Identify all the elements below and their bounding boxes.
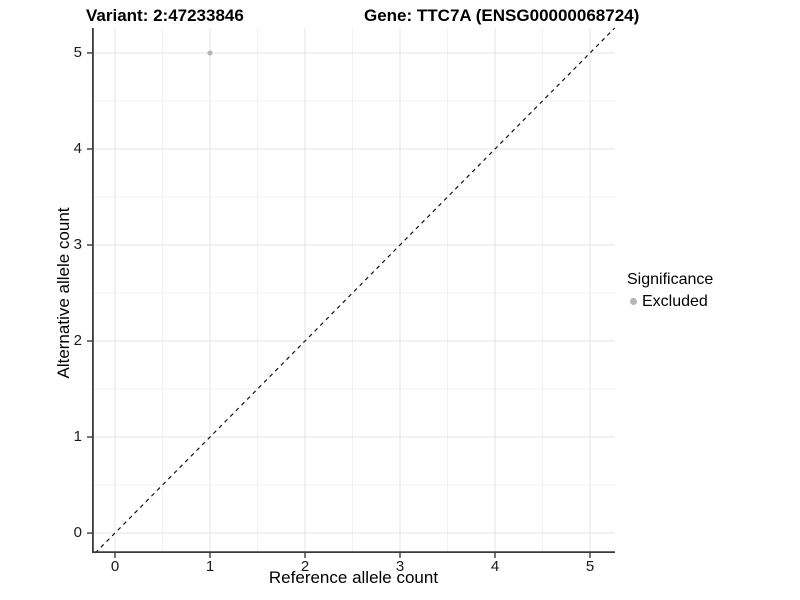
x-axis-title: Reference allele count [268, 568, 439, 587]
legend-item-label: Excluded [642, 293, 708, 310]
gene-title: Gene: TTC7A (ENSG00000068724) [364, 6, 640, 25]
y-axis-title: Alternative allele count [54, 207, 73, 379]
x-tick-label: 4 [490, 558, 500, 575]
x-tick-label: 0 [110, 558, 120, 575]
plot-panel [87, 27, 616, 558]
x-tick-label: 1 [205, 558, 215, 575]
y-tick-label: 0 [73, 524, 82, 542]
x-tick-label: 5 [585, 558, 595, 575]
y-tick-label: 2 [73, 332, 82, 349]
legend-title: Significance [627, 271, 714, 288]
data-point [207, 50, 213, 56]
identity-line [94, 27, 616, 554]
y-tick-label: 3 [73, 235, 82, 253]
y-tick-label: 5 [73, 43, 82, 61]
legend-item-excluded: Excluded [627, 292, 713, 311]
y-tick-label: 1 [73, 428, 82, 446]
x-tick-label: 3 [395, 558, 405, 575]
y-tick-label: 4 [73, 139, 82, 157]
legend: Significance Excluded [627, 270, 713, 311]
excluded-point-marker-icon [630, 298, 637, 305]
x-tick-label: 2 [300, 558, 310, 575]
variant-title: Variant: 2:47233846 [86, 6, 244, 25]
